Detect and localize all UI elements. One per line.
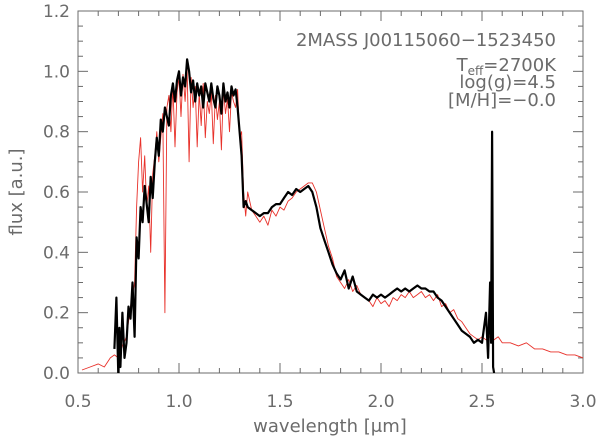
x-tick-label: 1.5 — [266, 392, 293, 412]
y-axis-label: flux [a.u.] — [6, 148, 27, 235]
y-tick-label: 0.0 — [43, 364, 70, 384]
y-tick-labels: 0.0 0.2 0.4 0.6 0.8 1.0 1.2 — [43, 2, 70, 384]
x-axis-label-unit: μm — [371, 416, 400, 437]
x-tick-label: 3.0 — [569, 392, 596, 412]
logg-label: log(g)=4.5 — [459, 72, 556, 93]
x-tick-label: 2.5 — [468, 392, 495, 412]
object-name: 2MASS J00115060−1523450 — [296, 30, 556, 51]
x-axis-label-text: wavelength [ — [253, 416, 371, 437]
annotation-block: 2MASS J00115060−1523450 Teff=2700K log(g… — [296, 30, 557, 111]
y-tick-label: 1.0 — [43, 62, 70, 82]
x-tick-label: 0.5 — [64, 392, 91, 412]
y-tick-label: 0.4 — [43, 243, 70, 263]
x-tick-label: 2.0 — [367, 392, 394, 412]
y-tick-label: 0.8 — [43, 123, 70, 143]
axis-ticks — [77, 10, 584, 374]
x-axis-label-close: ] — [400, 416, 407, 437]
teff-sub: eff — [468, 64, 484, 78]
x-tick-label: 1.0 — [165, 392, 192, 412]
y-tick-label: 1.2 — [43, 2, 70, 22]
x-axis-label: wavelength [μm] — [253, 416, 407, 437]
observed-spectrum-line — [113, 58, 496, 373]
x-tick-labels: 0.5 1.0 1.5 2.0 2.5 3.0 — [64, 392, 596, 412]
metallicity-label: [M/H]=−0.0 — [448, 90, 556, 111]
series-layer — [81, 58, 583, 373]
teff-label: Teff=2700K — [456, 55, 558, 78]
y-tick-label: 0.2 — [43, 304, 70, 324]
teff-value: =2700K — [483, 55, 557, 76]
teff-prefix: T — [456, 55, 469, 76]
model-spectrum-line — [81, 67, 583, 371]
y-tick-label: 0.6 — [43, 183, 70, 203]
